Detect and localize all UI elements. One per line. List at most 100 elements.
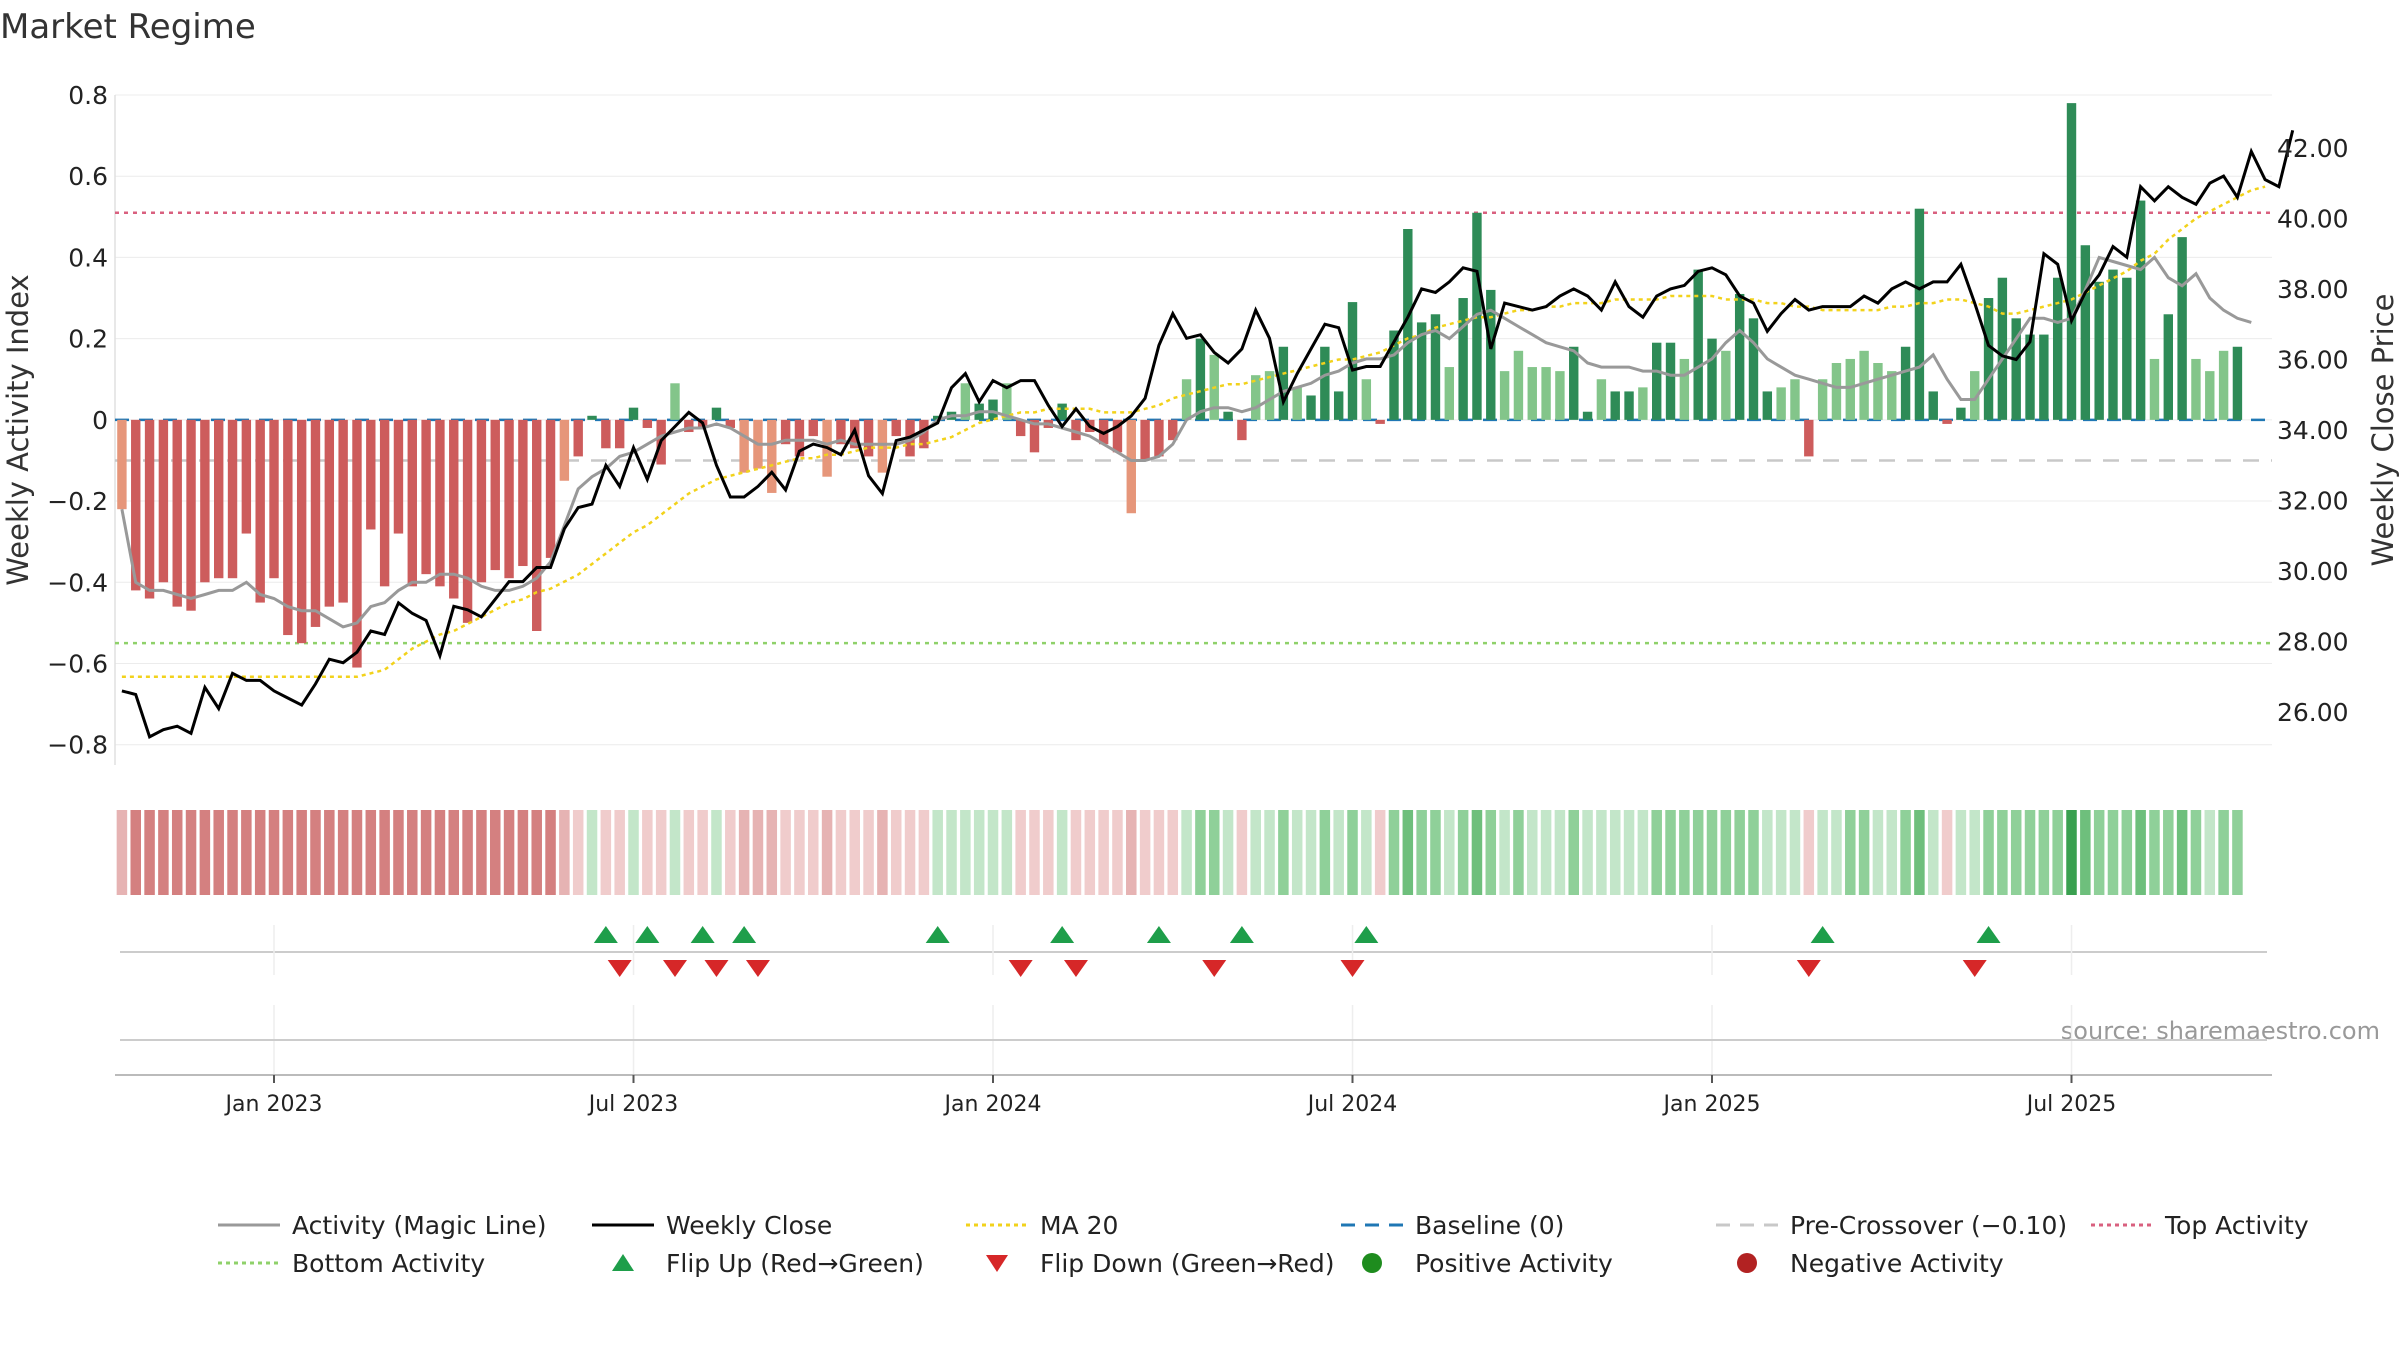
- regime-strip-cell: [434, 810, 446, 895]
- legend-label-close: Weekly Close: [666, 1211, 832, 1240]
- regime-strip-cell: [2052, 810, 2063, 895]
- regime-strip-cell: [1969, 810, 1980, 895]
- legend-swatch-flipdown: [986, 1255, 1008, 1272]
- regime-strip-cell: [711, 810, 722, 895]
- activity-bar: [2039, 334, 2049, 420]
- regime-strip-cell: [254, 810, 266, 895]
- activity-bar: [1223, 411, 1233, 420]
- activity-bar: [2011, 318, 2021, 420]
- activity-bar: [407, 419, 417, 587]
- legend: Activity (Magic Line) Weekly Close MA 20 Ba…: [218, 1211, 2309, 1278]
- y-right-tick-label: 36.00: [2277, 345, 2349, 374]
- activity-bar: [1900, 346, 1911, 420]
- regime-strip-cell: [1941, 810, 1953, 895]
- activity-bar: [1375, 419, 1385, 424]
- weekly-close-line: [121, 129, 2295, 739]
- activity-bar: [2218, 350, 2229, 420]
- y-right-tick-label: 28.00: [2277, 628, 2349, 657]
- regime-strip-cell: [476, 810, 487, 895]
- regime-strip-cell: [116, 810, 128, 895]
- regime-strip-cell: [738, 810, 750, 895]
- regime-strip-cell: [987, 810, 999, 895]
- activity-bar: [1029, 419, 1040, 453]
- regime-strip-cell: [752, 810, 764, 895]
- flip-up-marker: [1146, 926, 1171, 943]
- regime-strip-cell: [904, 810, 916, 895]
- regime-strip-cell: [1126, 810, 1137, 895]
- activity-bar: [1693, 269, 1703, 420]
- activity-bar: [1071, 419, 1081, 441]
- regime-strip-cell: [489, 810, 501, 895]
- regime-strip-cell: [1499, 810, 1510, 895]
- regime-strip-cell: [241, 810, 252, 895]
- regime-strip-cell: [144, 810, 155, 895]
- regime-strip-cell: [1927, 810, 1939, 895]
- regime-strip-cell: [2107, 810, 2119, 895]
- regime-strip-cell: [1471, 810, 1483, 895]
- activity-bar: [296, 419, 307, 644]
- axis-ticks: 0.8 0.6 0.4 0.2 0 −0.2 −0.4 −0.6 −0.8 42.00 40.00 3…: [47, 81, 2348, 760]
- activity-bar: [767, 419, 777, 493]
- regime-strip-cell: [2176, 810, 2188, 895]
- regime-strip-cell: [130, 810, 141, 895]
- regime-strip-cell: [821, 810, 833, 895]
- activity-bar: [891, 419, 901, 437]
- activity-bar: [1831, 363, 1842, 420]
- activity-bar: [393, 419, 404, 534]
- regime-strip-cell: [1444, 810, 1455, 895]
- regime-strip-cell: [448, 810, 460, 895]
- regime-strip-cell: [1914, 810, 1925, 895]
- y-right-tick-label: 30.00: [2277, 557, 2349, 586]
- activity-bar: [1444, 367, 1454, 420]
- regime-strip-cell: [393, 810, 404, 895]
- regime-strip-cell: [296, 810, 307, 895]
- activity-bar: [601, 419, 611, 449]
- regime-strip-cell: [628, 810, 639, 895]
- activity-bar: [1665, 342, 1676, 420]
- activity-bar: [1430, 314, 1441, 420]
- regime-strip-cell: [503, 810, 515, 895]
- regime-strip-cell: [2121, 810, 2133, 895]
- regime-strip-cell: [973, 810, 985, 895]
- regime-strip-cell: [1029, 810, 1040, 895]
- regime-strip-cell: [199, 810, 211, 895]
- activity-bar: [988, 399, 998, 420]
- y-left-tick-label: 0.4: [68, 243, 108, 272]
- regime-strip-cell: [766, 810, 778, 895]
- y-left-tick-label: −0.4: [47, 568, 108, 597]
- regime-strip-cell: [586, 810, 598, 895]
- activity-bar: [684, 419, 694, 433]
- activity-bar: [476, 419, 487, 583]
- activity-bar: [1928, 391, 1938, 420]
- chart-title: Market Regime: [0, 7, 256, 47]
- regime-strip-cell: [863, 810, 874, 895]
- activity-bar: [1582, 411, 1593, 420]
- regime-strip-cell: [1955, 810, 1967, 895]
- activity-bar: [283, 419, 293, 636]
- flip-down-marker: [745, 960, 770, 977]
- x-tick-label: Jul 2024: [1306, 1092, 1398, 1117]
- y-right-tick-label: 32.00: [2277, 487, 2349, 516]
- activity-bar: [1292, 387, 1302, 420]
- regime-strip-cell: [310, 810, 321, 895]
- activity-bar: [1914, 208, 1925, 420]
- activity-bar: [559, 419, 570, 481]
- y-right-tick-label: 40.00: [2277, 204, 2349, 233]
- regime-strip-cell: [918, 810, 930, 895]
- activity-bar: [670, 383, 680, 420]
- regime-strip-cell: [725, 810, 736, 895]
- activity-bar: [780, 419, 791, 445]
- y-axis-left-label: Weekly Activity Index: [1, 274, 35, 585]
- regime-strip-cell: [1900, 810, 1911, 895]
- activity-bar: [1956, 407, 1966, 420]
- activity-bar: [532, 419, 542, 631]
- regime-strip-cell: [669, 810, 681, 895]
- regime-strip-cell: [1872, 810, 1884, 895]
- regime-strip-cell: [1803, 810, 1815, 895]
- regime-strip-cell: [2038, 810, 2050, 895]
- x-tick-label: Jul 2025: [2025, 1092, 2117, 1117]
- regime-strip-cell: [2218, 810, 2229, 895]
- regime-strip-cell: [1623, 810, 1635, 895]
- activity-bar: [1499, 371, 1510, 420]
